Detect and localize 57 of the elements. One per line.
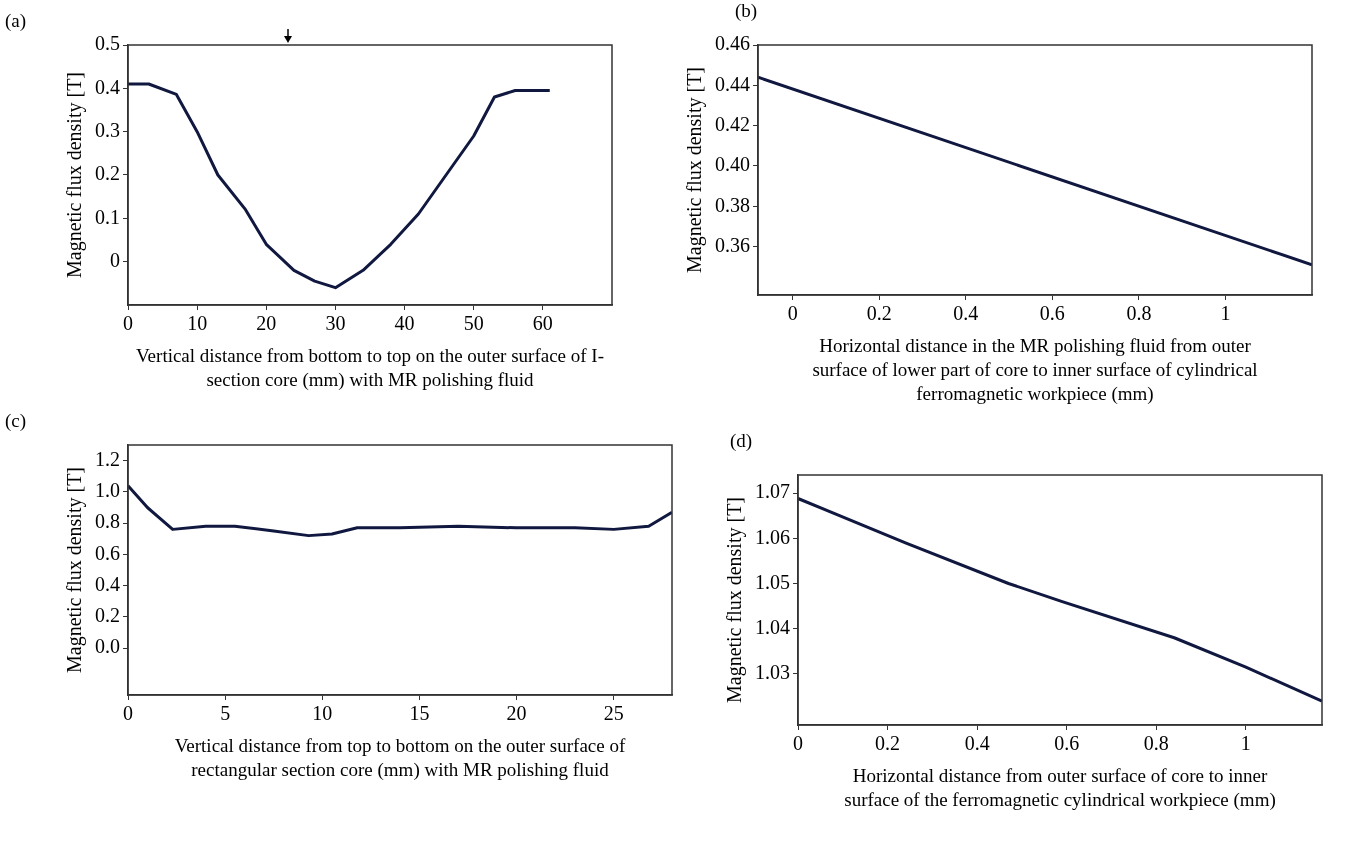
y-tick-label: 1.06 [755,525,790,548]
y-tick-label: 0.5 [95,32,120,55]
x-tick-label: 10 [312,702,333,725]
y-tick-label: 0.4 [95,75,120,98]
x-tick-label: 10 [187,312,208,335]
y-tick-label: 0.3 [95,118,120,141]
x-tick-label: 60 [532,312,553,335]
x-tick-label: 0.8 [1143,732,1169,755]
x-tick-label: 1 [1240,732,1251,755]
x-tick-label: 0.6 [1054,732,1080,755]
x-tick-label: 0.8 [1126,302,1152,325]
x-axis-title: Vertical distance from top to bottom on the outer surface of rectangular section core (mm) with MR polishing fluid [173,734,627,782]
y-tick-label: 1.0 [95,479,120,502]
y-tick-label: 0.8 [95,510,120,533]
y-axis-title: Magnetic flux density [T] [63,466,87,674]
x-tick-label: 20 [256,312,277,335]
text: (c) [5,410,27,432]
x-tick-label: 40 [394,312,415,335]
x-axis-title: Vertical distance from bottom to top on the outer surface of I-section core (mm) with MR polishing fluid [135,344,605,392]
y-tick-label: 0.1 [95,205,120,228]
y-tick-label: 0.36 [715,233,750,256]
x-tick-label: 1 [1220,302,1231,325]
y-tick-label: 0.46 [715,32,750,55]
text: (a) [5,10,27,32]
y-tick-label: 1.2 [95,447,120,470]
x-tick-label: 20 [506,702,527,725]
text: (d) [730,430,753,452]
y-axis-title: Magnetic flux density [T] [683,66,707,274]
y-tick-label: 1.07 [755,480,790,503]
x-tick-label: 5 [220,702,231,725]
y-tick-label: 1.04 [755,615,790,638]
x-tick-label: 0.2 [866,302,892,325]
y-tick-label: 0.44 [715,72,750,95]
y-tick-label: 0 [110,248,120,271]
y-tick-label: 0.0 [95,635,120,658]
x-axis-title: Horizontal distance from outer surface of core to inner surface of the ferromagnetic cylindrical workpiece (mm) [843,764,1277,812]
text: (b) [735,0,758,22]
y-axis-title: Magnetic flux density [T] [63,71,87,279]
x-tick-label: 0.6 [1039,302,1065,325]
x-tick-label: 30 [325,312,346,335]
y-tick-label: 0.38 [715,193,750,216]
y-tick-label: 1.03 [755,661,790,684]
y-tick-label: 0.42 [715,112,750,135]
x-tick-label: 0.2 [875,732,901,755]
y-tick-label: 0.2 [95,162,120,185]
y-tick-label: 0.2 [95,604,120,627]
y-tick-label: 0.6 [95,541,120,564]
x-tick-label: 15 [409,702,430,725]
y-tick-label: 0.40 [715,153,750,176]
x-tick-label: 25 [603,702,624,725]
y-tick-label: 1.05 [755,570,790,593]
x-axis-title: Horizontal distance in the MR polishing fluid from outer surface of lower part of core to inner surface of cylindrical ferromagnetic workpiece (mm) [811,334,1259,406]
x-tick-label: 0.4 [953,302,979,325]
x-tick-label: 0.4 [964,732,990,755]
y-tick-label: 0.4 [95,572,120,595]
x-tick-label: 50 [463,312,484,335]
y-axis-title: Magnetic flux density [T] [723,496,747,704]
